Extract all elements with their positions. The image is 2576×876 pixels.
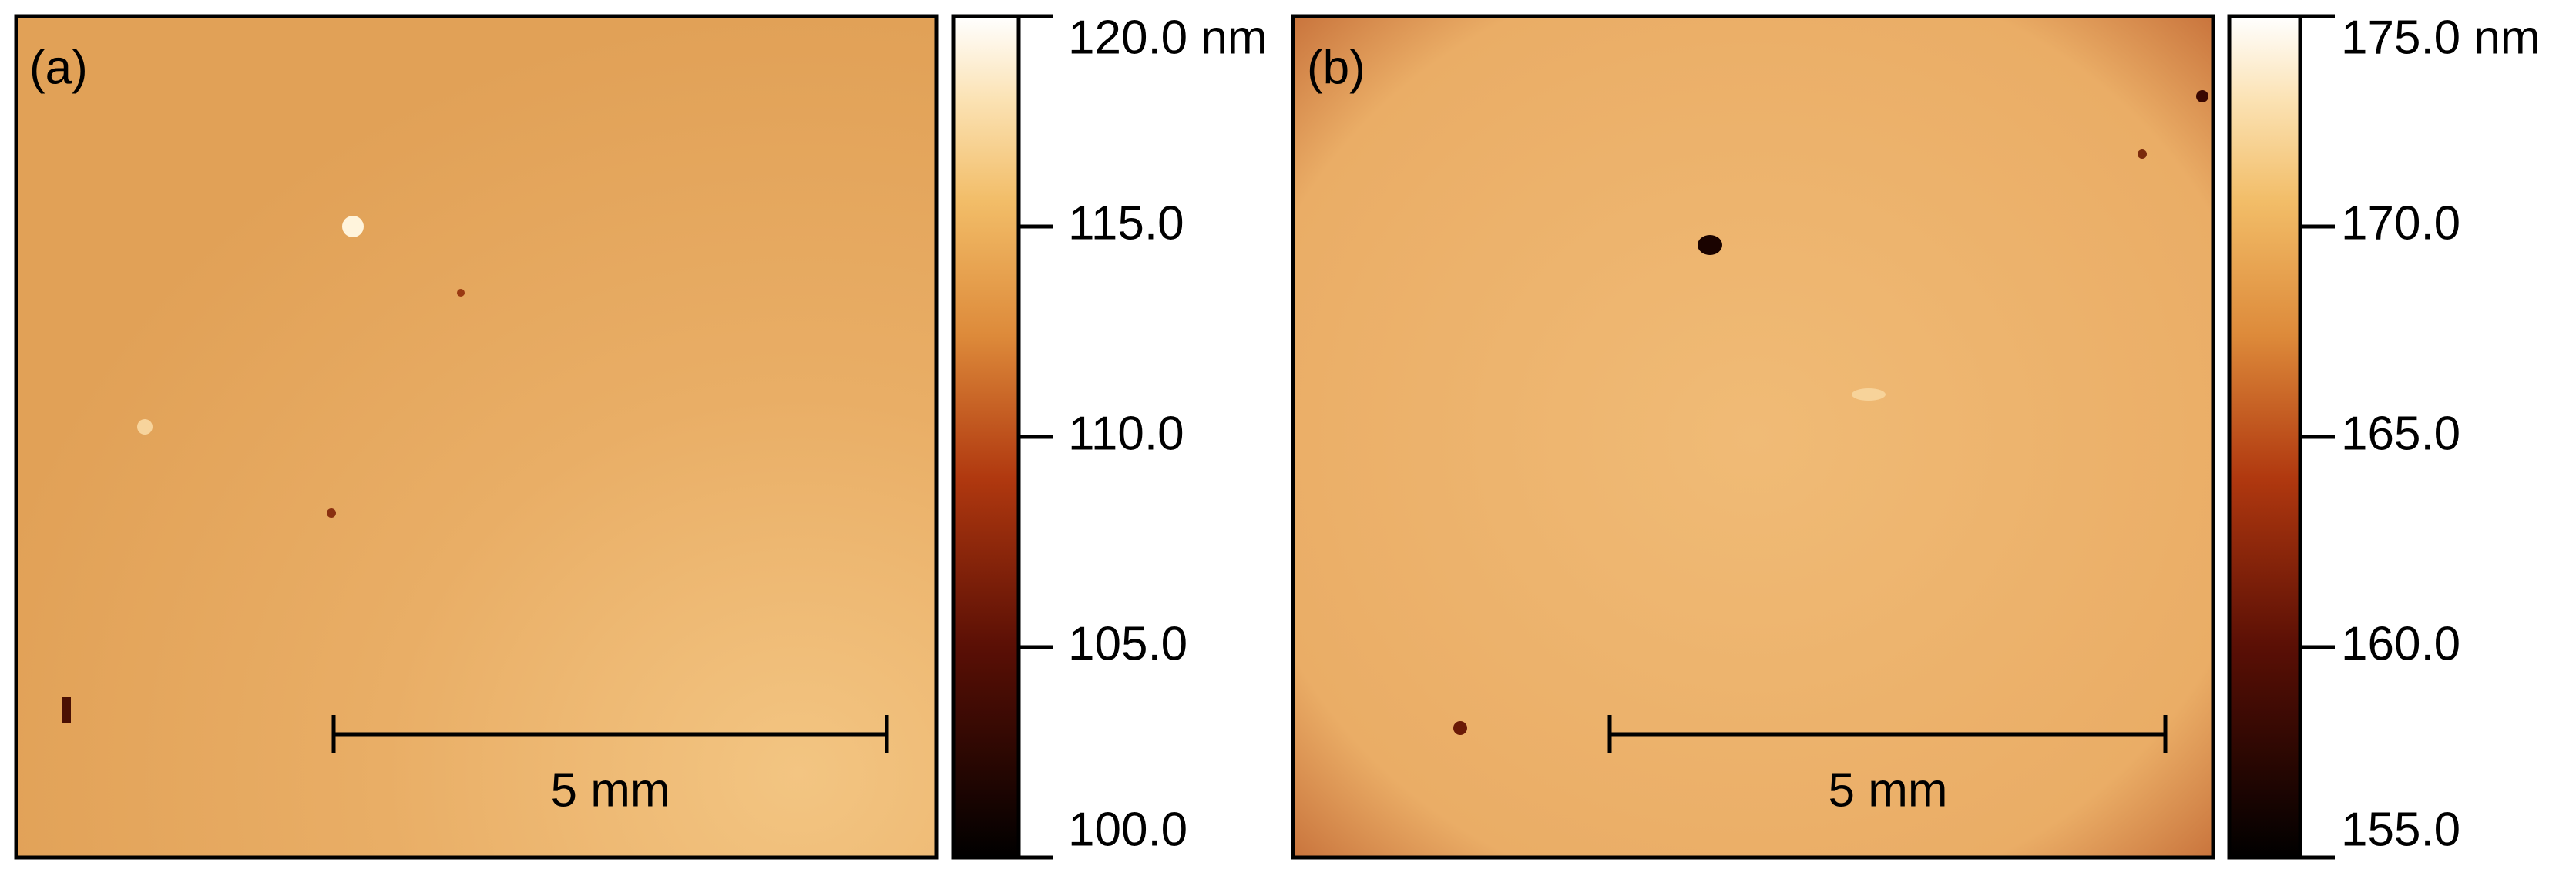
colorbar-tick-label: 120.0 nm bbox=[1068, 11, 1268, 64]
panel-a: 5 mm (a) bbox=[14, 14, 939, 860]
colorbar-tick-label: 170.0 bbox=[2341, 196, 2460, 250]
colorbar-tick-label: 115.0 bbox=[1068, 196, 1184, 250]
feature bbox=[2196, 90, 2208, 102]
colorbar-tick-label: 105.0 bbox=[1068, 617, 1187, 670]
feature bbox=[2138, 149, 2147, 159]
height-map bbox=[14, 14, 939, 860]
feature bbox=[1698, 235, 1722, 255]
panel-label: (a) bbox=[29, 41, 88, 94]
feature bbox=[137, 419, 153, 435]
scale-bar-label: 5 mm bbox=[1829, 764, 1948, 817]
colorbar-tick-label: 160.0 bbox=[2341, 617, 2460, 670]
panel-b: 5 mm (b) bbox=[1291, 14, 2215, 860]
height-map bbox=[1291, 14, 2215, 860]
colorbar-tick-label: 165.0 bbox=[2341, 407, 2460, 460]
scale-bar-label: 5 mm bbox=[551, 764, 670, 817]
feature bbox=[1852, 388, 1886, 401]
colorbar-tick-label: 100.0 bbox=[1068, 803, 1187, 856]
feature bbox=[62, 697, 71, 723]
feature bbox=[327, 508, 336, 518]
colorbar bbox=[2227, 14, 2302, 860]
colorbar-tick-label: 175.0 nm bbox=[2341, 11, 2541, 64]
colorbar-tick-label: 155.0 bbox=[2341, 803, 2460, 856]
feature bbox=[457, 289, 465, 297]
feature bbox=[1453, 721, 1467, 735]
colorbar-tick-label: 110.0 bbox=[1068, 407, 1184, 460]
feature bbox=[342, 216, 364, 237]
colorbar bbox=[951, 14, 1021, 860]
panel-label: (b) bbox=[1307, 41, 1365, 94]
